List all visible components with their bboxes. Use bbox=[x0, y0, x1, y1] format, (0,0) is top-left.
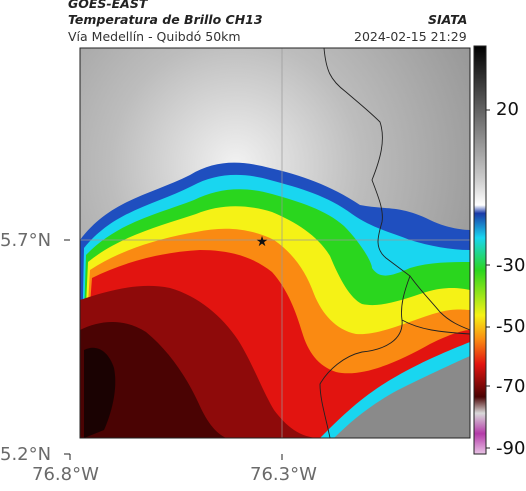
lon-tick-76-8: 76.8°W bbox=[32, 464, 99, 485]
lat-tick-5-7: 5.7°N bbox=[0, 230, 52, 251]
colorbar-label-minus90: -90 bbox=[496, 438, 526, 459]
satellite-name: GOES-EAST bbox=[68, 0, 148, 11]
route-label: Vía Medellín - Quibdó 50km bbox=[68, 29, 241, 44]
lon-tick-76-3: 76.3°W bbox=[250, 464, 317, 485]
plot-frame bbox=[79, 47, 471, 439]
agency-label: SIATA bbox=[428, 12, 468, 27]
plot-area bbox=[80, 48, 470, 438]
datetime-label: 2024-02-15 21:29 bbox=[354, 29, 467, 44]
lat-tick-5-2: 5.2°N bbox=[0, 444, 52, 465]
colorbar-ticks bbox=[486, 109, 490, 449]
colorbar-label-minus70: -70 bbox=[496, 376, 526, 397]
colorbar-label-minus30: -30 bbox=[496, 255, 526, 276]
colorbar bbox=[473, 45, 487, 455]
axis-ticks bbox=[64, 239, 283, 460]
colorbar-label-20: 20 bbox=[496, 99, 519, 120]
star-icon: ★ bbox=[256, 234, 269, 250]
product-title: Temperatura de Brillo CH13 bbox=[68, 12, 263, 27]
colorbar-label-minus50: -50 bbox=[496, 316, 526, 337]
